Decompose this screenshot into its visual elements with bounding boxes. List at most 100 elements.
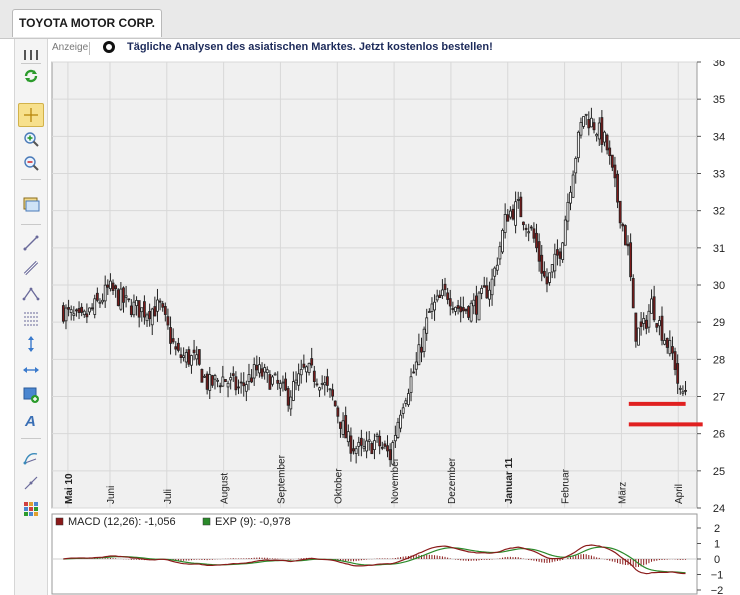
candle-body: [623, 225, 627, 246]
candle-body: [587, 119, 591, 129]
fibonacci-icon[interactable]: [19, 308, 43, 330]
candle-body: [82, 310, 86, 316]
candle-body: [671, 346, 674, 354]
candle-body: [98, 301, 102, 304]
candle-body: [380, 446, 384, 449]
candle-body: [252, 364, 256, 379]
candle-body: [556, 249, 559, 256]
triangle-icon[interactable]: [19, 283, 43, 305]
macd-y-tick-label: 2: [714, 523, 720, 535]
candle-body: [276, 379, 280, 384]
arc-icon[interactable]: [19, 447, 43, 469]
candle-body: [242, 382, 246, 387]
candle-body: [61, 305, 65, 322]
x-tick-label: Februar: [561, 468, 572, 504]
candle-body: [582, 116, 585, 127]
candle-body: [182, 355, 186, 358]
price-chart[interactable]: 24 25 26 27 28 29 30 31 32 33 34 35 36 Mai 10 Juni Juli…: [50, 60, 740, 512]
candle-body: [574, 158, 578, 174]
candle-body: [548, 272, 551, 283]
candle-body: [124, 295, 128, 298]
grip-icon[interactable]: [19, 44, 43, 66]
text-icon[interactable]: A: [19, 409, 43, 431]
candle-body: [352, 448, 355, 452]
candle-body: [681, 391, 685, 394]
x-tick-label: September: [276, 454, 287, 504]
x-tick-label: August: [220, 473, 231, 504]
candle-body: [357, 441, 361, 447]
candle-body: [114, 285, 118, 290]
refresh-icon[interactable]: [19, 65, 43, 87]
candle-body: [417, 344, 421, 366]
line-icon[interactable]: [19, 232, 43, 254]
candle-body: [668, 340, 672, 355]
candle-body: [305, 366, 308, 373]
y-tick-label: 30: [713, 280, 725, 292]
candle-body: [600, 117, 604, 145]
candle-body: [603, 131, 606, 143]
candle-body: [365, 440, 369, 452]
candle-body: [647, 310, 651, 328]
candle-body: [545, 276, 549, 285]
candle-body: [482, 285, 486, 288]
candle-body: [116, 289, 120, 306]
candle-body: [318, 387, 321, 391]
candle-body: [192, 349, 196, 354]
candle-body: [263, 367, 267, 373]
candle-body: [169, 327, 172, 344]
add-box-icon[interactable]: [19, 384, 43, 406]
candle-body: [247, 374, 251, 382]
candle-body: [629, 242, 633, 278]
grid-icon[interactable]: [19, 498, 43, 520]
candle-body: [315, 383, 319, 386]
candle-body: [375, 434, 379, 437]
ad-link[interactable]: Tägliche Analysen des asiatischen Markte…: [127, 41, 493, 53]
candle-body: [616, 173, 619, 203]
candle-body: [373, 440, 376, 451]
candle-body: [383, 443, 387, 447]
candle-body: [532, 228, 536, 239]
candle-body: [438, 294, 442, 298]
trend-line-icon[interactable]: [19, 472, 43, 494]
candle-body: [323, 382, 327, 386]
candle-body: [72, 313, 76, 316]
candle-body: [208, 374, 212, 391]
candle-body: [469, 302, 473, 322]
candle-body: [127, 298, 131, 301]
window-icon[interactable]: [19, 193, 43, 215]
vertical-line-icon[interactable]: [19, 333, 43, 355]
candle-body: [129, 305, 133, 316]
candle-body: [184, 352, 188, 363]
candle-body: [472, 299, 476, 307]
candle-body: [522, 221, 525, 226]
candle-body: [427, 311, 431, 313]
candle-body: [399, 414, 402, 429]
crosshair-icon[interactable]: [18, 103, 44, 127]
tab-toyota[interactable]: TOYOTA MOTOR CORP.: [12, 9, 162, 37]
horizontal-line-icon[interactable]: [19, 359, 43, 381]
candle-body: [140, 307, 144, 313]
candle-body: [474, 295, 478, 315]
candle-body: [161, 303, 165, 308]
candle-body: [122, 287, 125, 303]
y-tick-label: 34: [713, 131, 725, 143]
candle-body: [145, 314, 149, 322]
candle-body: [344, 415, 348, 439]
candle-body: [109, 280, 112, 290]
candle-body: [229, 377, 233, 381]
candle-body: [179, 354, 183, 358]
macd-y-tick-label: 1: [714, 539, 720, 551]
candle-body: [95, 292, 99, 301]
y-tick-label: 25: [713, 466, 725, 478]
candle-body: [639, 321, 643, 327]
zoom-out-icon[interactable]: [19, 152, 43, 174]
candle-body: [386, 445, 389, 452]
candle-body: [579, 122, 583, 136]
ruler-icon[interactable]: [19, 257, 43, 279]
candle-body: [310, 358, 314, 366]
candle-body: [289, 396, 293, 410]
candle-body: [367, 439, 371, 442]
candle-body: [231, 373, 235, 376]
candle-body: [190, 355, 193, 366]
zoom-in-icon[interactable]: [19, 128, 43, 150]
